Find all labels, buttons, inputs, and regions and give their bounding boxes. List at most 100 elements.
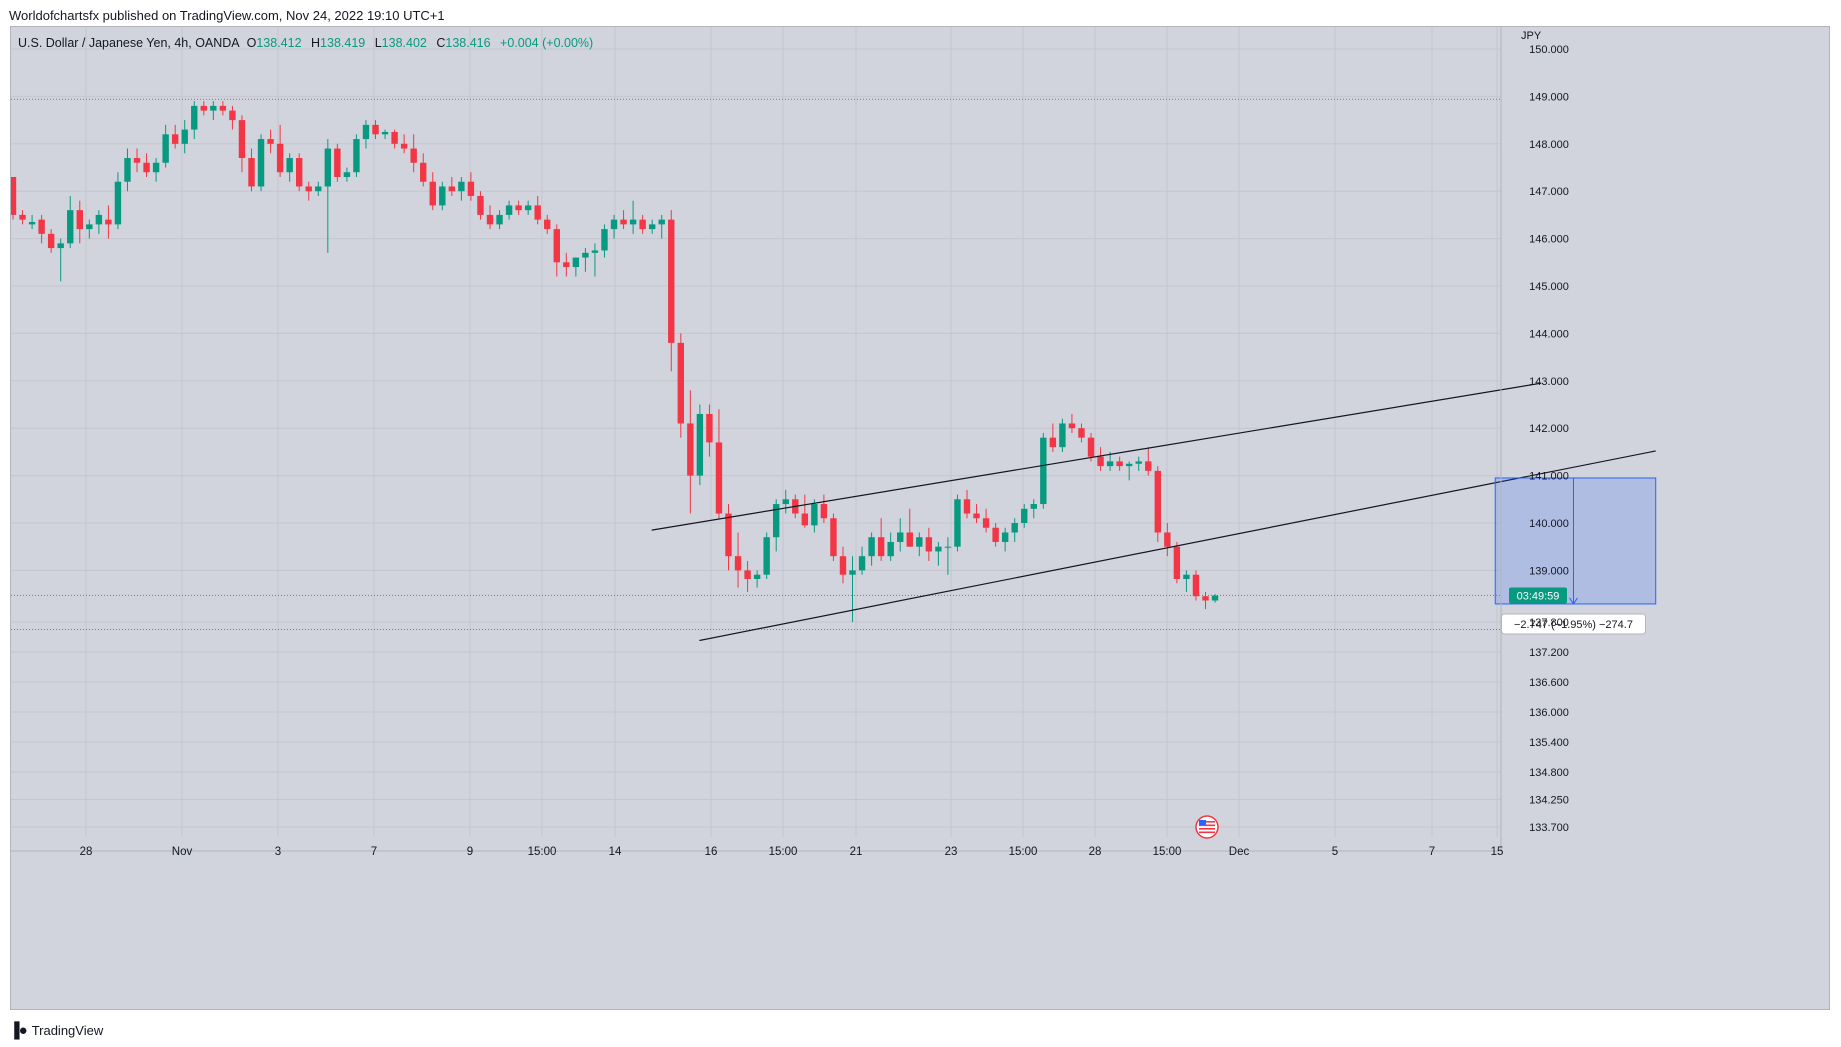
flag-stripe [1199,824,1215,827]
time-tick-label: 3 [275,846,281,858]
candle [439,181,446,211]
candle-body [28,222,36,225]
candle-body [1116,461,1123,467]
candle [524,200,532,215]
candle-body [353,139,360,173]
candle-body [143,162,150,173]
candle-body [210,105,217,111]
grid-lines [11,27,1501,837]
candle [28,214,36,230]
time-tick-label: 28 [80,846,93,858]
price-tick-label: 149.000 [1529,91,1569,103]
high-value: 138.419 [320,36,366,50]
candle-body [887,541,894,557]
candle-body [496,214,503,225]
time-tick-label: 15:00 [769,846,798,858]
candle [725,504,732,571]
candle-body [238,120,246,159]
candle [1078,423,1085,443]
time-tick-label: 28 [1089,846,1102,858]
candle [868,532,875,566]
candle-body [677,342,684,424]
time-tick-label: 23 [945,846,958,858]
candle [763,532,770,579]
candle [210,101,217,121]
candle [668,210,675,372]
candle [591,243,599,277]
candle [38,214,45,244]
candle-body [286,158,293,173]
candle [1192,570,1200,601]
candle [334,143,341,182]
candle [1021,504,1028,528]
low-label: L [374,36,382,50]
price-tick-label: 137.200 [1529,647,1569,659]
candle [315,181,322,196]
candle [782,489,789,514]
candle [458,176,465,201]
candle [629,200,637,234]
candle [753,570,761,588]
candle [1211,594,1219,603]
footer-brand[interactable]: ▐● TradingView [9,1022,103,1039]
candle [381,129,389,140]
candle [658,214,665,239]
candle [343,167,351,182]
candle-body [916,537,923,547]
candle [400,134,408,154]
flag-circle [1195,815,1219,839]
candle [181,120,188,154]
time-tick-label: 21 [850,846,863,858]
candle-body [963,499,971,514]
candle [696,404,704,486]
candle [973,504,980,523]
candle [1202,591,1209,610]
candle-body [105,219,112,225]
candle-body [648,224,656,230]
candle-body [343,172,351,177]
time-tick-label: 15:00 [1153,846,1182,858]
candle [420,153,427,187]
candle [706,404,713,457]
candle-body [744,570,751,579]
time-tick-label: 15 [1491,846,1504,858]
candle [1116,456,1123,471]
candlestick-chart[interactable]: −2.747 (−1.95%) −274.7 JPY 150.000 149.000 1… [11,27,1831,1011]
candle-body [296,158,303,187]
candle [229,105,236,130]
candle [95,210,103,234]
candle [391,129,398,149]
candle-body [477,195,484,215]
candle-body [95,214,103,225]
candle-body [553,229,560,263]
candle-body [267,139,274,144]
candle [477,191,484,220]
candle [935,541,942,566]
candle-body [620,219,627,225]
candle-body [86,224,93,230]
candle [916,532,923,557]
candle-body [324,148,332,187]
candle-body [171,134,179,144]
time-tick-label: 14 [609,846,622,858]
candle [76,200,83,244]
low-value: 138.402 [381,36,427,50]
candle [982,508,990,533]
time-tick-label: 7 [371,846,377,858]
candle-body [458,181,465,192]
candle [773,499,780,552]
chart-panel[interactable]: −2.747 (−1.95%) −274.7 JPY 150.000 149.000 1… [10,26,1830,1010]
candle-body [858,556,866,571]
candle [57,238,64,282]
candle [553,224,560,277]
candle [86,219,93,239]
candle-body [372,124,379,135]
candle [534,195,541,225]
candle-body [315,186,322,192]
candle-body [1211,595,1219,601]
candle-body [1097,456,1104,467]
candle-body [601,229,608,251]
candle-body [505,205,513,215]
candle-body [572,257,580,268]
symbol-name: U.S. Dollar / Japanese Yen, 4h, OANDA [18,36,240,50]
